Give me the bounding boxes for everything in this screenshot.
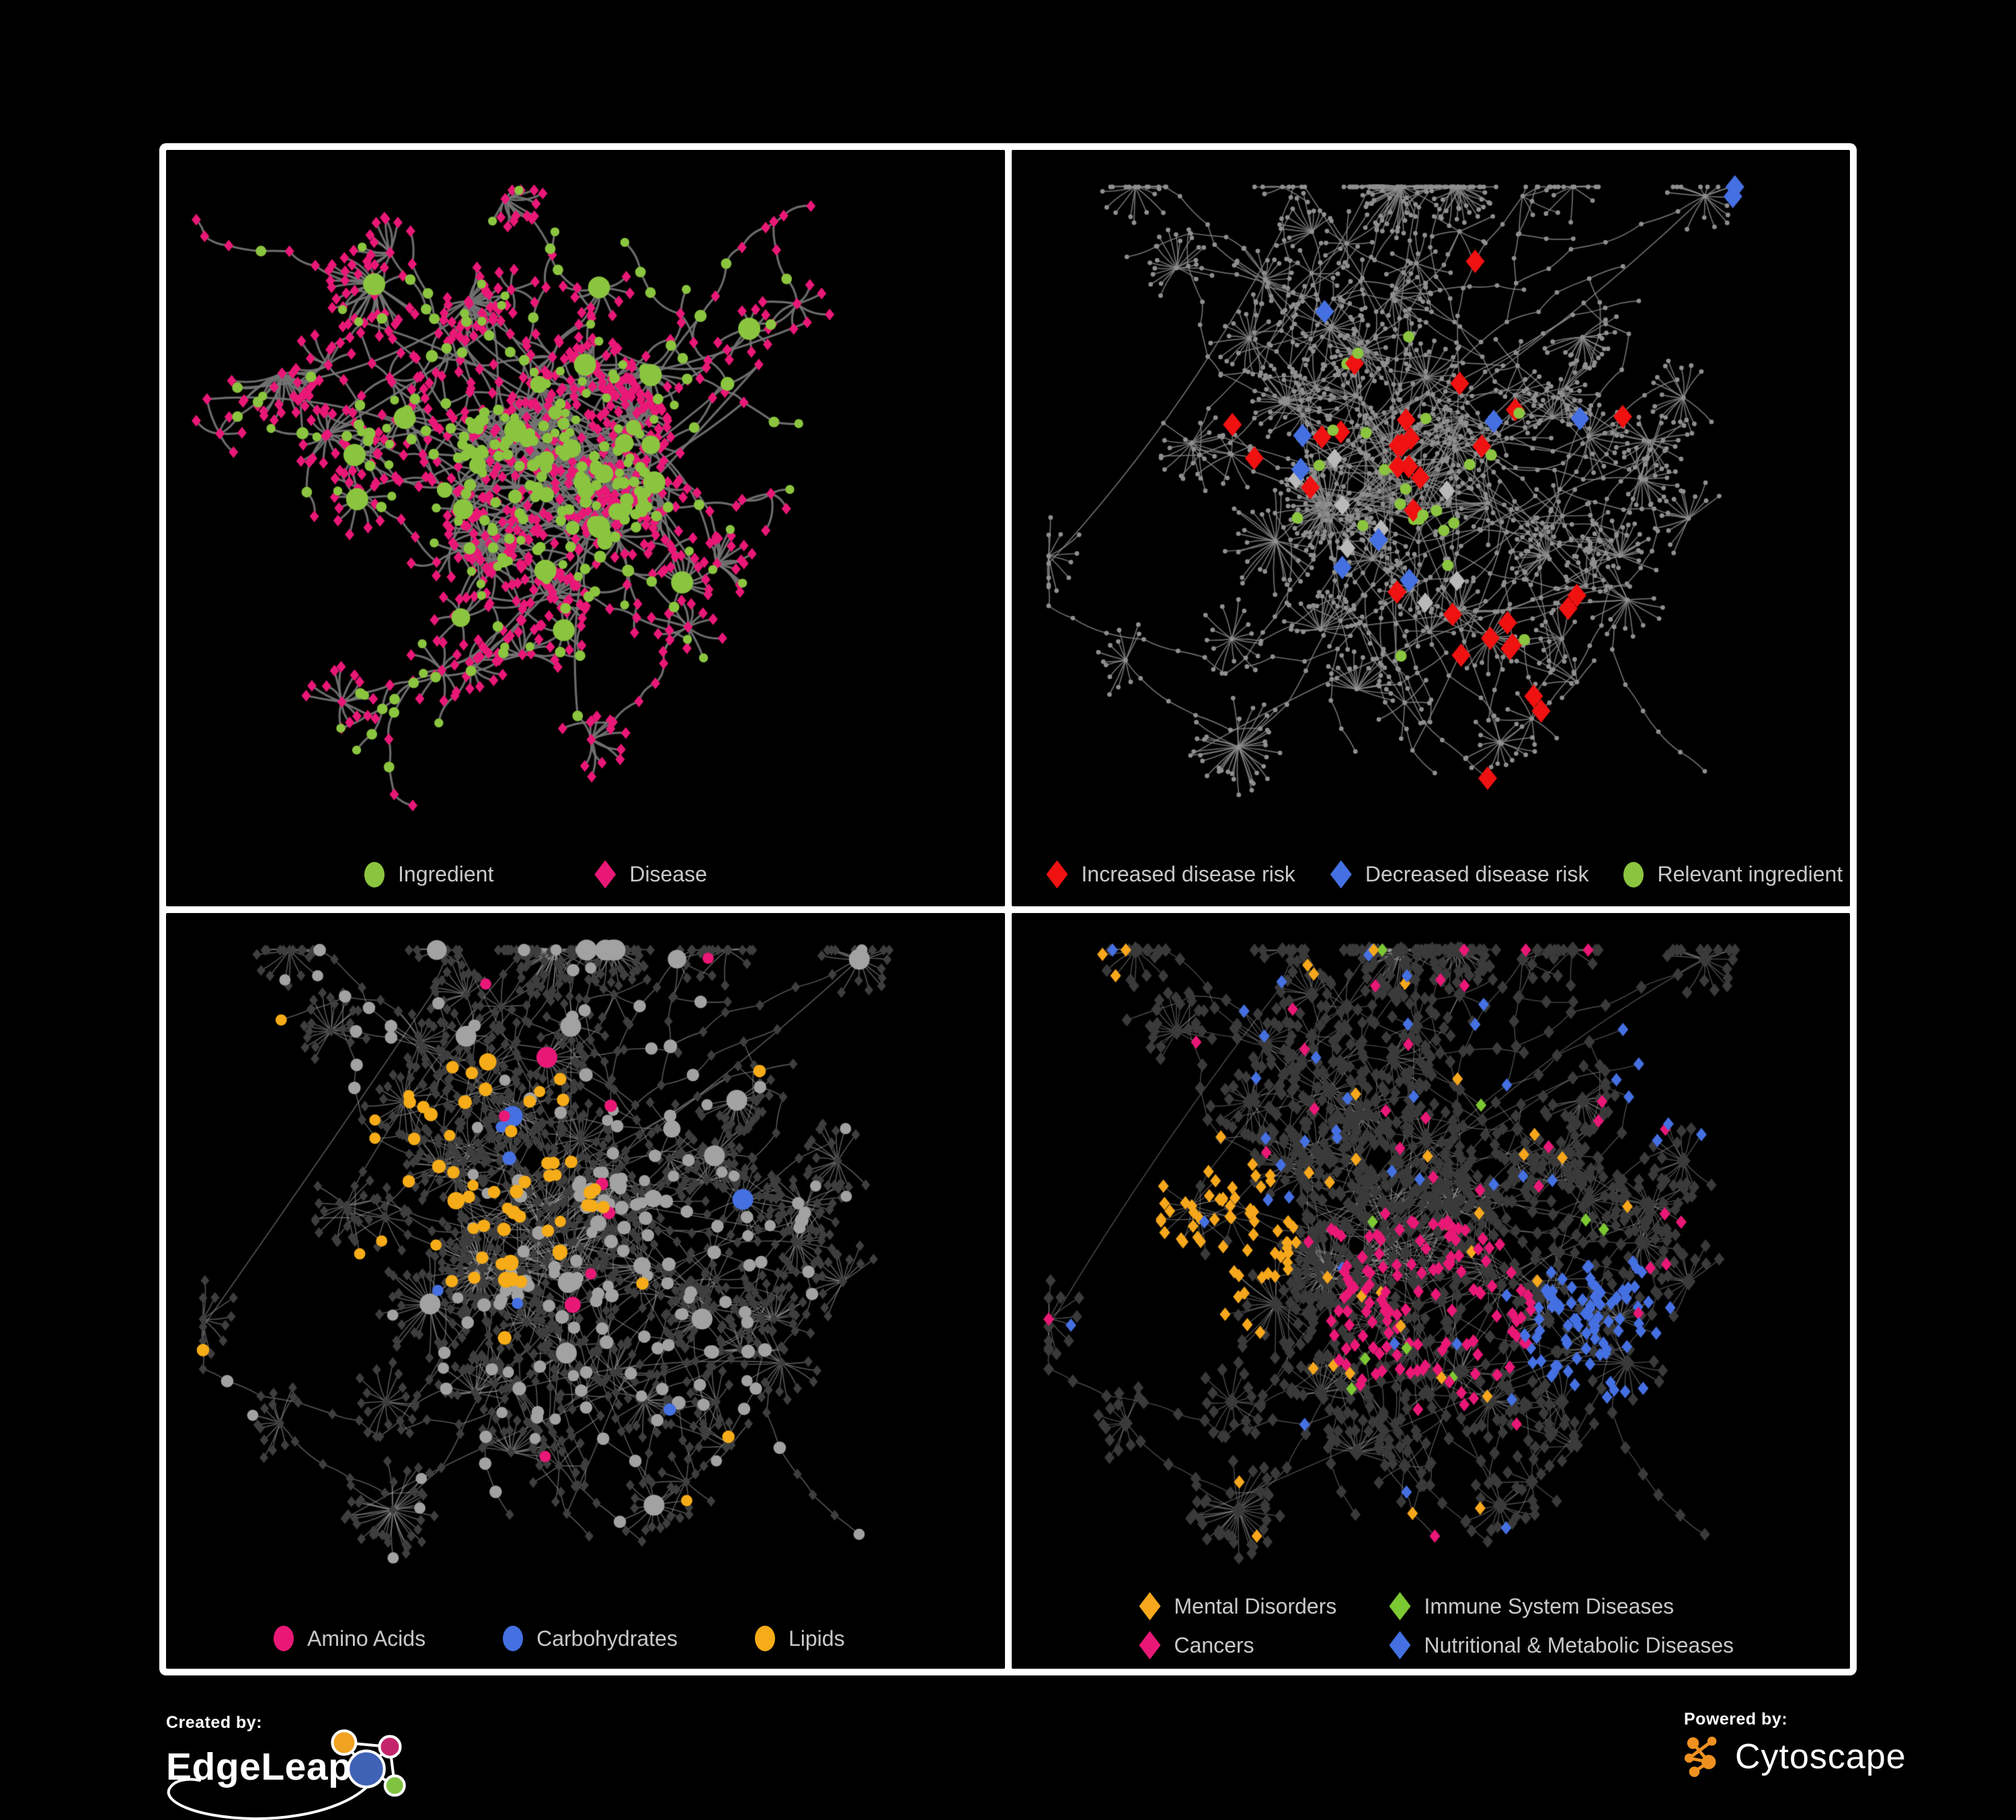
- edgeleap-network-icon: [331, 1729, 406, 1797]
- legend-item-nutritional-diseases: Nutritional & Metabolic Diseases: [1389, 1631, 1734, 1659]
- legend-item-amino-acids: Amino Acids: [274, 1626, 426, 1651]
- decreased-risk-diamond-marker: [1330, 860, 1352, 889]
- legend-item-cancers: Cancers: [1139, 1631, 1389, 1659]
- legend-item-decreased-risk: Decreased disease risk: [1330, 860, 1589, 889]
- panel-ingredient-disease: Ingredient Disease: [166, 150, 1005, 906]
- ingredient-circle-marker: [364, 861, 385, 887]
- legend-item-relevant-ingredient: Relevant ingredient: [1623, 861, 1843, 887]
- powered-by-block: Powered by: Cytoscape: [1684, 1710, 1906, 1779]
- legend-item-disease: Disease: [594, 860, 707, 889]
- legend-item-ingredient: Ingredient: [364, 861, 494, 887]
- cytoscape-wordmark: Cytoscape: [1735, 1737, 1906, 1776]
- network-canvas-ingredient-disease: [166, 150, 1005, 906]
- legend-label-immune-diseases: Immune System Diseases: [1424, 1593, 1675, 1618]
- immune-diseases-diamond-marker: [1389, 1592, 1411, 1620]
- legend-item-increased-risk: Increased disease risk: [1046, 860, 1295, 889]
- legend-label-carbohydrates: Carbohydrates: [536, 1626, 678, 1651]
- mental-disorders-diamond-marker: [1139, 1592, 1161, 1620]
- powered-by-label: Powered by:: [1684, 1710, 1788, 1729]
- legend-disease-categories: Mental Disorders Immune System Diseases …: [1012, 1592, 1851, 1659]
- lipids-circle-marker: [754, 1626, 775, 1651]
- network-canvas-disease-risk: [1011, 150, 1850, 906]
- disease-diamond-marker: [594, 860, 616, 889]
- legend-ingredient-classes: Amino Acids Carbohydrates Lipids: [166, 1626, 1005, 1651]
- edgeleap-wordmark: EdgeLeap: [166, 1745, 352, 1788]
- panel-disease-risk: Increased disease risk Decreased disease…: [1011, 150, 1851, 906]
- network-canvas-ingredient-classes: [166, 912, 1005, 1669]
- edgeleap-logo: EdgeLeap: [166, 1729, 455, 1820]
- carbohydrates-circle-marker: [503, 1626, 524, 1651]
- legend-label-relevant-ingredient: Relevant ingredient: [1657, 862, 1843, 886]
- legend-label-amino-acids: Amino Acids: [307, 1626, 426, 1651]
- cancers-diamond-marker: [1139, 1631, 1161, 1659]
- legend-disease-risk: Increased disease risk Decreased disease…: [1012, 860, 1851, 889]
- legend-label-lipids: Lipids: [788, 1626, 845, 1651]
- legend-item-mental-disorders: Mental Disorders: [1139, 1592, 1389, 1620]
- legend-label-nutritional-diseases: Nutritional & Metabolic Diseases: [1424, 1632, 1734, 1657]
- legend-item-carbohydrates: Carbohydrates: [503, 1626, 678, 1651]
- legend-label-decreased-risk: Decreased disease risk: [1365, 862, 1589, 886]
- cytoscape-logo: Cytoscape: [1684, 1735, 1906, 1779]
- nutritional-diseases-diamond-marker: [1389, 1631, 1411, 1659]
- created-by-label: Created by:: [166, 1713, 263, 1732]
- amino-acids-circle-marker: [274, 1626, 294, 1651]
- legend-ingredient-disease: Ingredient Disease: [166, 860, 1005, 889]
- network-canvas-disease-categories: [1011, 912, 1850, 1669]
- legend-label-disease: Disease: [629, 862, 707, 886]
- increased-risk-diamond-marker: [1046, 860, 1068, 889]
- created-by-block: Created by: EdgeLeap: [166, 1713, 455, 1820]
- legend-label-cancers: Cancers: [1174, 1632, 1254, 1657]
- legend-item-immune-diseases: Immune System Diseases: [1389, 1592, 1734, 1620]
- panel-ingredient-classes: Amino Acids Carbohydrates Lipids: [166, 912, 1005, 1669]
- edgeleap-swoosh-icon: [167, 1766, 380, 1820]
- legend-label-mental-disorders: Mental Disorders: [1174, 1593, 1337, 1618]
- relevant-ingredient-circle-marker: [1623, 861, 1644, 887]
- panel-disease-categories: Mental Disorders Immune System Diseases …: [1011, 912, 1851, 1669]
- legend-item-lipids: Lipids: [754, 1626, 845, 1651]
- legend-label-ingredient: Ingredient: [398, 862, 494, 886]
- panel-grid: Ingredient Disease Increased disease ris…: [159, 143, 1857, 1675]
- cytoscape-network-icon: [1684, 1736, 1717, 1778]
- legend-label-increased-risk: Increased disease risk: [1081, 862, 1295, 886]
